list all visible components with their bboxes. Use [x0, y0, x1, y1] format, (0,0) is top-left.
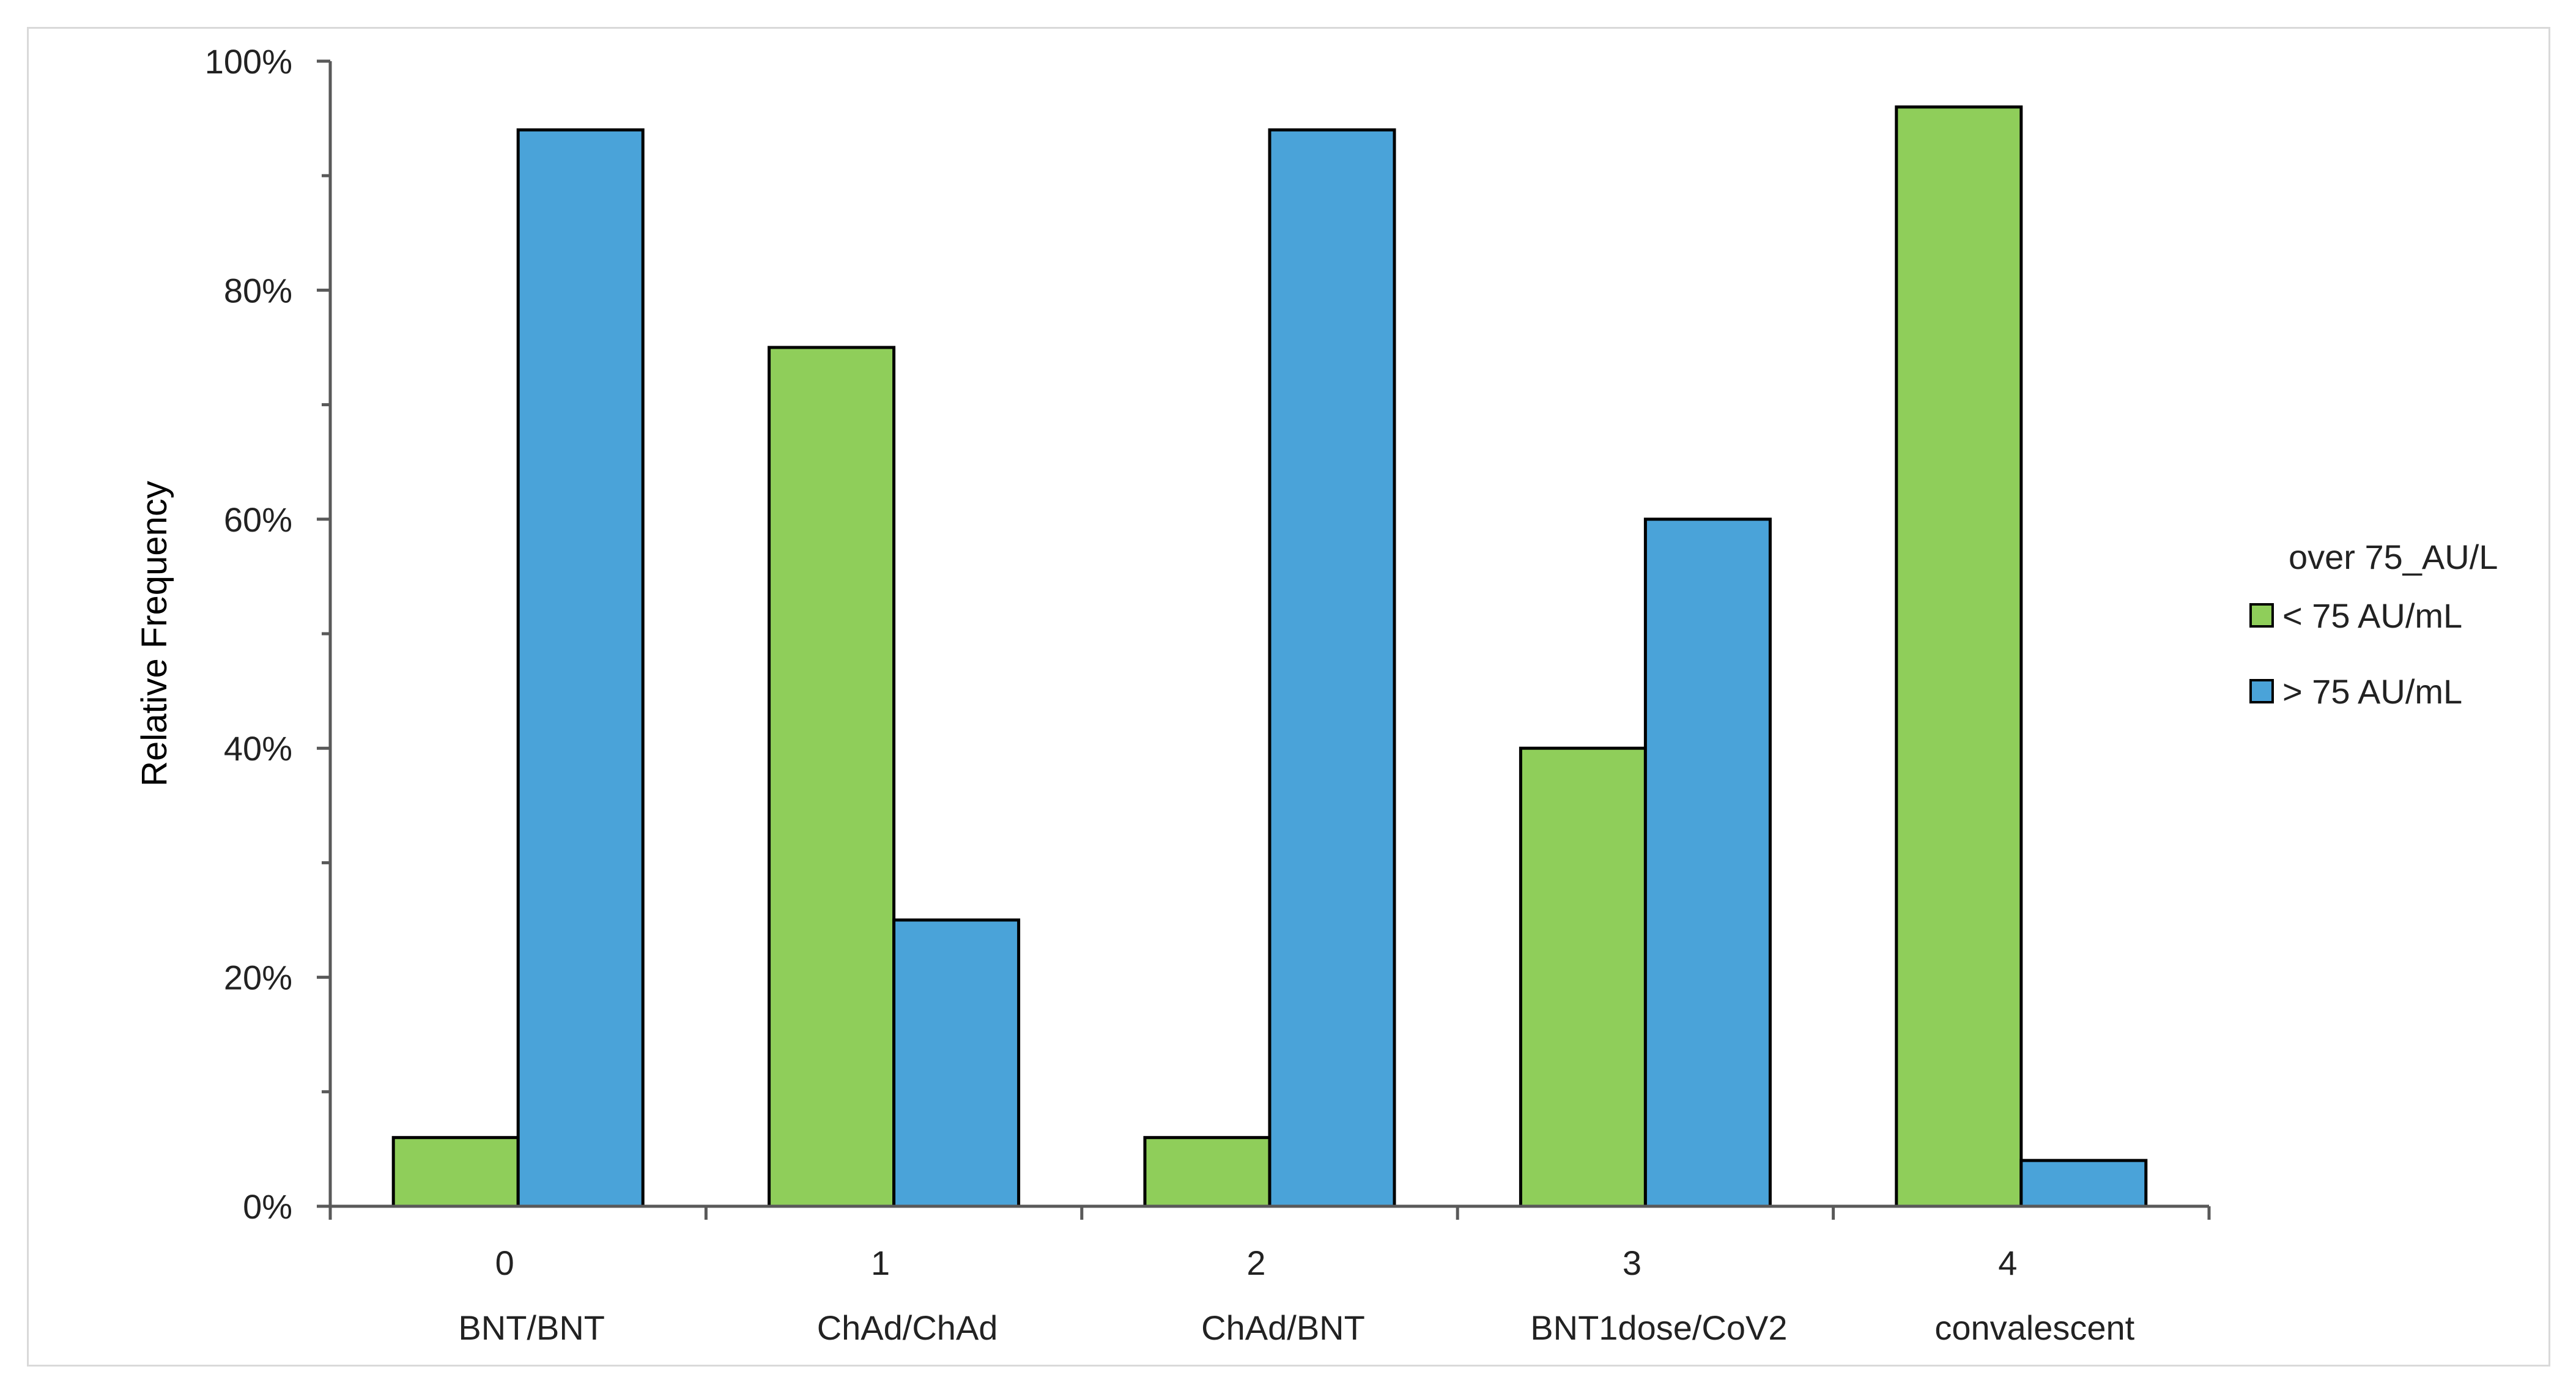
legend-swatch [2249, 679, 2274, 703]
y-tick-label: 100% [205, 42, 292, 81]
bar-bnt1dose-cov2-series-1 [1643, 517, 1772, 1208]
x-tick-label-name: ChAd/ChAd [817, 1308, 998, 1347]
x-tick-label-index: 0 [495, 1244, 514, 1282]
x-tick-label-index: 2 [1246, 1244, 1265, 1282]
x-tick-label-index: 1 [871, 1244, 890, 1282]
y-tick-label: 0% [243, 1187, 292, 1226]
x-tick-label-index: 4 [1998, 1244, 2017, 1282]
bar-chad-bnt-series-1 [1268, 128, 1396, 1208]
y-tick-label: 60% [224, 500, 292, 539]
legend: over 75_AU/L < 75 AU/mL > 75 AU/mL [2249, 538, 2498, 711]
legend-label: > 75 AU/mL [2282, 672, 2462, 711]
x-tick-label-name: BNT/BNT [458, 1308, 605, 1347]
bar-chad-chad-series-1 [892, 918, 1021, 1208]
labels-layer: 0% 20% 40% 60% 80% 100% 0 BNT/BNT 1 ChAd/ChAd 2 ChA… [205, 42, 2135, 1347]
legend-swatch [2249, 603, 2274, 628]
y-tick-label: 20% [224, 959, 292, 997]
bar-chad-chad-series-0 [768, 346, 896, 1208]
legend-title: over 75_AU/L [2289, 538, 2498, 576]
bar-bnt-bnt-series-0 [391, 1136, 520, 1208]
ticks-layer [317, 59, 2211, 1220]
y-tick-label: 80% [224, 271, 292, 310]
x-tick-label-name: ChAd/BNT [1201, 1308, 1365, 1347]
bar-convalescent-series-1 [2019, 1159, 2148, 1208]
y-tick-label: 40% [224, 729, 292, 768]
x-tick-label-name: convalescent [1934, 1308, 2134, 1347]
x-tick-label-name: BNT1dose/CoV2 [1530, 1308, 1787, 1347]
x-tick-label-index: 3 [1623, 1244, 1641, 1282]
bars-layer [391, 105, 2148, 1208]
bar-bnt1dose-cov2-series-0 [1519, 746, 1647, 1208]
legend-label: < 75 AU/mL [2282, 596, 2462, 635]
bar-chad-bnt-series-0 [1143, 1136, 1271, 1208]
bar-bnt-bnt-series-1 [516, 128, 645, 1208]
y-axis-title: Relative Frequency [135, 481, 174, 787]
bar-convalescent-series-0 [1895, 105, 2023, 1208]
